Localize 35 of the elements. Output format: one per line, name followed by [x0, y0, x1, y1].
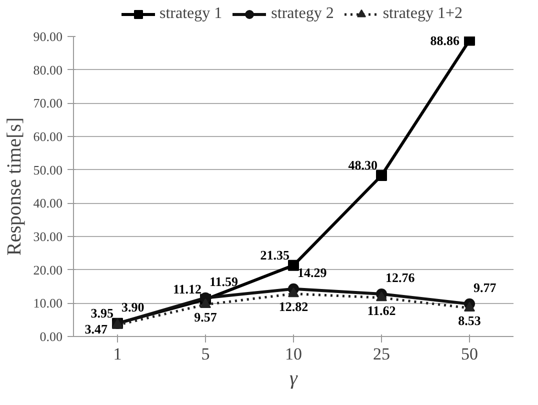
data-label: 9.57 [194, 310, 218, 325]
y-tick-label: 90.00 [33, 29, 62, 44]
y-tick-label: 40.00 [33, 196, 62, 211]
x-axis-title: γ [290, 368, 299, 390]
y-tick-label: 10.00 [33, 296, 62, 311]
y-tick-label: 60.00 [33, 129, 62, 144]
legend-label: strategy 2 [271, 5, 334, 23]
y-tick-label: 20.00 [33, 262, 62, 278]
data-label: 11.62 [367, 302, 396, 318]
data-label: 3.95 [90, 305, 114, 320]
y-tick-label: 50.00 [33, 162, 62, 178]
x-tick-label: 1 [113, 344, 122, 364]
y-axis-title: Response time[s] [3, 117, 26, 256]
data-label: 11.59 [210, 274, 239, 289]
data-label: 12.82 [278, 298, 308, 314]
y-tick-label: 80.00 [33, 62, 62, 78]
data-label: 11.12 [172, 281, 202, 296]
legend-label: strategy 1+2 [382, 5, 462, 23]
legend-label: strategy 1 [160, 5, 222, 23]
data-label: 9.77 [474, 280, 497, 295]
data-label: 3.47 [84, 321, 108, 336]
data-label: 21.35 [260, 247, 290, 262]
y-tick-label: 70.00 [33, 96, 62, 111]
x-tick-label: 10 [285, 344, 302, 364]
data-label: 3.90 [122, 300, 144, 314]
y-tick-label: 30.00 [33, 229, 62, 244]
data-label: 14.29 [298, 264, 328, 280]
data-label: 48.30 [348, 158, 378, 172]
data-label: 8.53 [458, 313, 482, 328]
x-tick-label: 50 [461, 344, 478, 364]
y-tick-label: 0.00 [40, 329, 62, 344]
x-tick-label: 5 [201, 344, 210, 364]
data-label: 12.76 [386, 270, 416, 285]
data-label: 88.86 [430, 32, 460, 48]
x-tick-label: 25 [373, 344, 390, 364]
